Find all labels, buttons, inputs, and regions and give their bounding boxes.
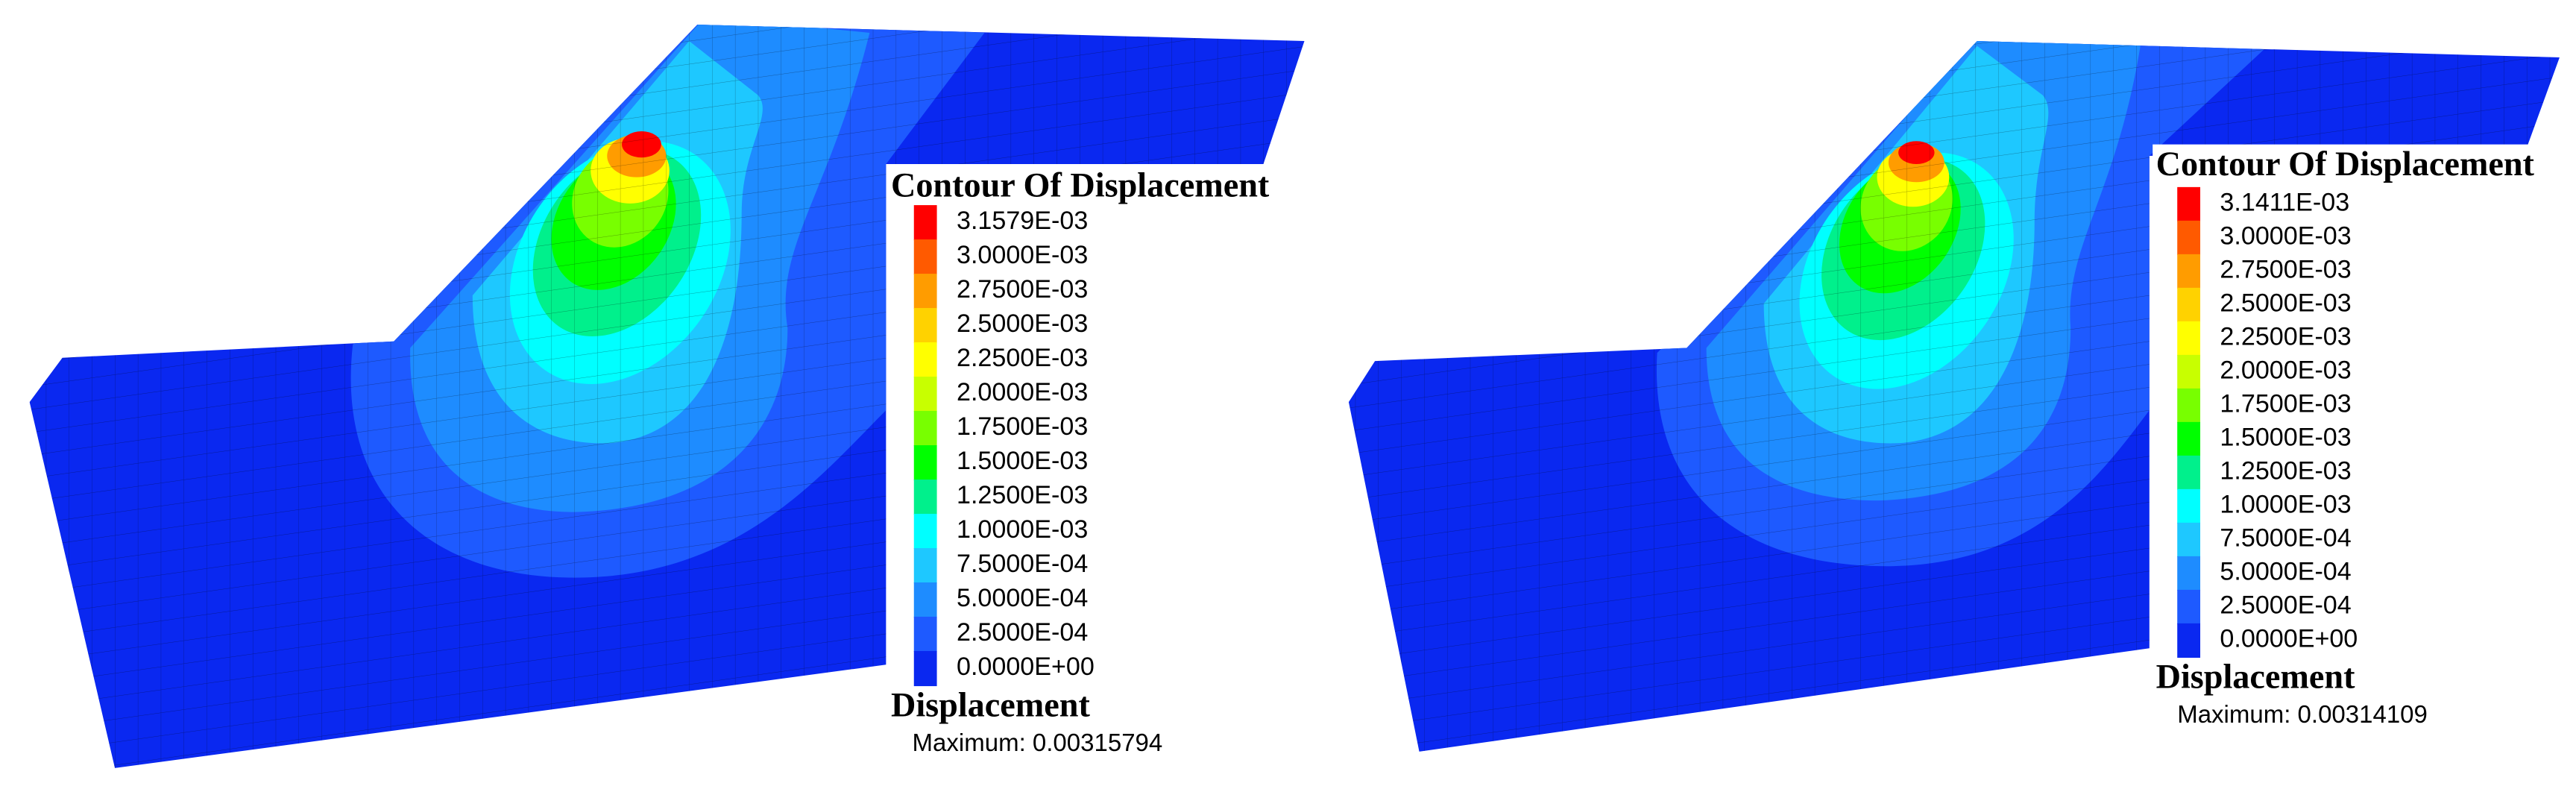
legend-swatch xyxy=(2177,623,2201,658)
legend-label: 0.0000E+00 xyxy=(2220,624,2358,653)
legend-swatch xyxy=(2177,556,2201,591)
legend-swatch xyxy=(913,411,937,447)
legend-label: 0.0000E+00 xyxy=(957,653,1095,681)
quantity-label: Displacement xyxy=(2156,657,2356,695)
legend-swatch xyxy=(913,274,937,309)
legend-swatch xyxy=(2177,388,2201,423)
legend-swatch xyxy=(2177,287,2201,322)
maximum-label: Maximum: 0.00314109 xyxy=(2177,700,2428,728)
legend-title: Contour Of Displacement xyxy=(891,166,1270,204)
legend-label: 1.2500E-03 xyxy=(957,481,1088,509)
legend-label: 1.5000E-03 xyxy=(2220,423,2351,451)
legend-swatch xyxy=(913,480,937,515)
legend-swatch xyxy=(2177,488,2201,524)
legend-label: 7.5000E-04 xyxy=(957,550,1088,578)
legend-swatch xyxy=(913,582,937,618)
legend-swatch xyxy=(913,445,937,481)
legend-label: 2.2500E-03 xyxy=(957,344,1088,372)
legend-label: 1.0000E-03 xyxy=(2220,490,2351,518)
legend-label: 2.5000E-03 xyxy=(2220,289,2351,317)
legend-label: 3.1579E-03 xyxy=(957,207,1088,235)
legend-label: 3.0000E-03 xyxy=(957,241,1088,269)
legend-label: 2.7500E-03 xyxy=(2220,255,2351,283)
legend-label: 3.0000E-03 xyxy=(2220,221,2351,250)
legend-label: 2.0000E-03 xyxy=(957,378,1088,406)
legend-label: 5.0000E-04 xyxy=(957,584,1088,612)
legend-label: 1.2500E-03 xyxy=(2220,456,2351,485)
legend-background xyxy=(2153,144,2563,749)
legend-swatch xyxy=(913,239,937,275)
legend-label: 5.0000E-04 xyxy=(2220,557,2351,585)
legend-label: 2.5000E-04 xyxy=(2220,591,2351,619)
legend-swatch xyxy=(913,377,937,412)
legend-title: Contour Of Displacement xyxy=(2156,145,2535,183)
legend-swatch xyxy=(2177,321,2201,356)
legend-swatch xyxy=(2177,455,2201,490)
legend-swatch xyxy=(913,308,937,344)
legend-swatch xyxy=(2177,589,2201,624)
legend-label: 2.7500E-03 xyxy=(957,275,1088,304)
maximum-label: Maximum: 0.00315794 xyxy=(913,729,1163,756)
legend-swatch xyxy=(2177,522,2201,557)
legend-label: 1.0000E-03 xyxy=(957,515,1088,544)
legend-background xyxy=(887,166,1298,778)
legend-label: 7.5000E-04 xyxy=(2220,524,2351,552)
legend-label: 2.2500E-03 xyxy=(2220,322,2351,351)
legend-swatch xyxy=(913,616,937,653)
quantity-label: Displacement xyxy=(891,685,1091,723)
legend-swatch xyxy=(913,650,937,687)
legend-swatch xyxy=(2177,421,2201,456)
legend-label: 1.5000E-03 xyxy=(957,447,1088,475)
legend-label: 1.7500E-03 xyxy=(957,412,1088,441)
legend-label: 2.5000E-03 xyxy=(957,309,1088,338)
legend-swatch xyxy=(913,205,937,241)
legend-swatch xyxy=(2177,186,2201,221)
legend-label: 2.0000E-03 xyxy=(2220,356,2351,384)
legend-swatch xyxy=(2177,354,2201,389)
legend-swatch xyxy=(2177,220,2201,255)
legend-label: 1.7500E-03 xyxy=(2220,389,2351,418)
legend-swatch xyxy=(913,547,937,584)
legend-swatch xyxy=(913,342,937,378)
legend-label: 2.5000E-04 xyxy=(957,618,1088,647)
legend-swatch xyxy=(913,514,937,550)
legend-swatch xyxy=(2177,254,2201,289)
legend-label: 3.1411E-03 xyxy=(2220,188,2349,216)
